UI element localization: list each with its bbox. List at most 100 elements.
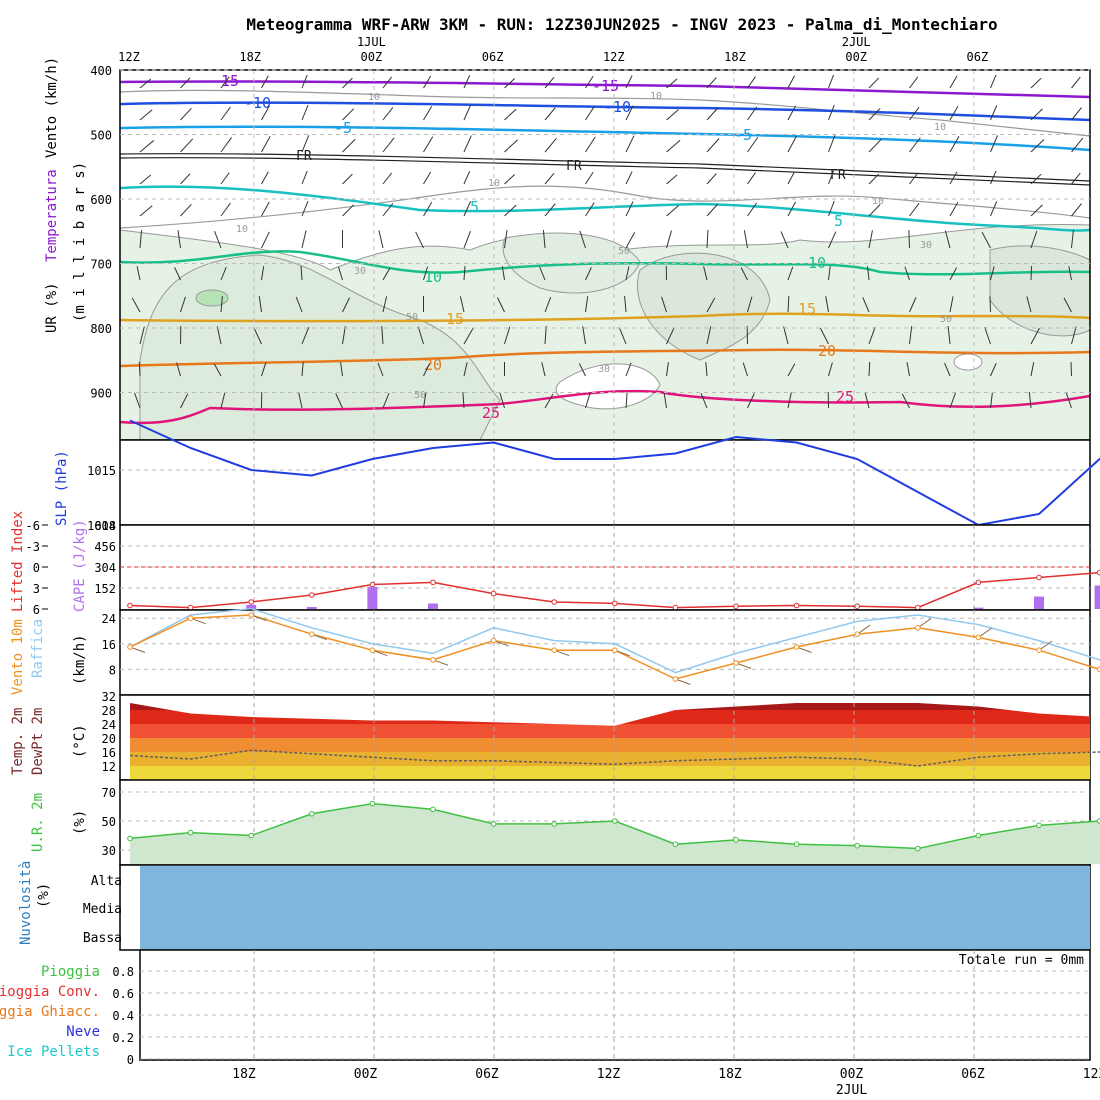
- rh-label: 10: [650, 91, 662, 102]
- wind-barb: [828, 266, 831, 281]
- wind-barb: [1071, 107, 1082, 121]
- wind-barb: [666, 139, 681, 153]
- li-point: [1036, 574, 1042, 581]
- cape-tick: 152: [94, 582, 116, 596]
- wind-barb: [501, 266, 505, 281]
- wind-barb: [423, 202, 433, 217]
- temp-tick: 24: [102, 718, 116, 732]
- wind-barb: [301, 74, 308, 89]
- wind-barb: [1030, 362, 1035, 377]
- cape-panel: -6 -3 0 3 6 608 456 304 152 Lifted Index CAPE (J…: [10, 511, 1100, 617]
- wind-barb: [706, 229, 709, 249]
- wind-barb: [177, 230, 181, 249]
- wind-barb: [787, 75, 796, 89]
- wind-barb: [625, 171, 633, 185]
- wind-barb: [618, 327, 627, 345]
- wind-barb: [423, 136, 434, 153]
- rh2m-point: [793, 841, 800, 848]
- wind-barb: [787, 135, 797, 153]
- wind-barb: [463, 201, 471, 217]
- wind-barb: [417, 326, 424, 345]
- wind-barb: [337, 266, 343, 281]
- wind-barb: [661, 296, 667, 313]
- wind-barb: [342, 173, 353, 185]
- ylabel-dew2m: DewPt 2m: [30, 708, 46, 775]
- li-point: [248, 599, 254, 605]
- precip-tick: 0.2: [112, 1031, 134, 1045]
- wind-barb: [342, 77, 353, 89]
- wind-barb: [139, 78, 152, 89]
- wind-barb: [949, 105, 959, 121]
- cloud-cover-fill: [140, 866, 1090, 949]
- time-hour-label: 06Z: [961, 1067, 985, 1082]
- wind-barb: [787, 266, 794, 281]
- wind-barb: [261, 362, 267, 377]
- ylabel-li: Lifted Index: [10, 511, 26, 612]
- isotherm-label: 25: [482, 404, 500, 422]
- rh2m-area: [130, 803, 1100, 864]
- isotherm-label: FR: [296, 149, 312, 164]
- li-point: [975, 579, 982, 586]
- wind-barb: [1030, 230, 1038, 249]
- wind-barb: [742, 362, 748, 377]
- wind-barb: [382, 296, 388, 313]
- time-day-label: 1JUL: [357, 35, 386, 49]
- rh2m-panel: 70 50 30 U.R. 2m (%): [30, 779, 1100, 866]
- wind-barb: [578, 363, 586, 377]
- pressure-tick: 700: [90, 258, 112, 272]
- wind-barb: [220, 392, 226, 409]
- wind-barb: [700, 392, 708, 409]
- isotherm-p5: [119, 185, 1091, 232]
- wind-barb: [544, 203, 556, 217]
- wind-barb: [949, 75, 958, 89]
- wind-barb: [666, 327, 675, 345]
- wind-barb: [828, 170, 834, 185]
- wind-barb: [382, 267, 391, 281]
- wind-barb: [1071, 76, 1081, 89]
- wind10-point: [187, 615, 194, 622]
- wind-barb: [666, 78, 678, 89]
- wind-barb: [819, 327, 829, 345]
- wind-barb: [298, 392, 303, 409]
- temp-tick: 20: [102, 732, 116, 746]
- wind-barb: [666, 205, 679, 217]
- wind-barb: [706, 77, 717, 89]
- wind-barb: [949, 201, 959, 217]
- wind-barb: [909, 297, 917, 313]
- wind-barb: [747, 202, 758, 217]
- isotherm-fr-1: [119, 153, 1091, 182]
- wind-barb: [544, 296, 552, 313]
- wind-barb: [463, 135, 472, 153]
- wind-barb: [990, 74, 997, 89]
- wind-barb: [1065, 392, 1072, 409]
- wind10-point: [309, 631, 315, 638]
- wind-barb: [462, 392, 465, 409]
- wind-barb: [261, 75, 269, 89]
- wind-barb: [909, 326, 913, 345]
- wind-barb: [862, 297, 870, 313]
- wind-barb: [585, 267, 592, 281]
- wind-barb: [180, 138, 194, 153]
- wind-barb: [1026, 296, 1032, 313]
- time-hour-label: 06Z: [967, 50, 989, 64]
- wind-barb: [582, 326, 586, 345]
- wind-barb: [342, 204, 355, 217]
- wind-barb: [625, 75, 633, 89]
- wind-barb: [180, 393, 189, 409]
- wind-barb: [423, 75, 432, 89]
- wind-barb: [666, 230, 672, 249]
- cape-bar: [1094, 585, 1100, 609]
- wind-barb: [382, 76, 393, 89]
- li-point: [187, 604, 194, 611]
- time-hour-label: 12Z: [1083, 1067, 1100, 1082]
- ylabel-cloud-pct: (%): [36, 883, 52, 908]
- wind-barb: [342, 138, 356, 153]
- wind-barb: [301, 170, 308, 185]
- wind-barb: [1071, 203, 1082, 217]
- wind-barb: [220, 266, 227, 281]
- wind-barb: [174, 267, 181, 281]
- wind-barb: [544, 393, 554, 409]
- wind-tick: 24: [102, 612, 116, 626]
- time-day-label: 2JUL: [842, 35, 871, 49]
